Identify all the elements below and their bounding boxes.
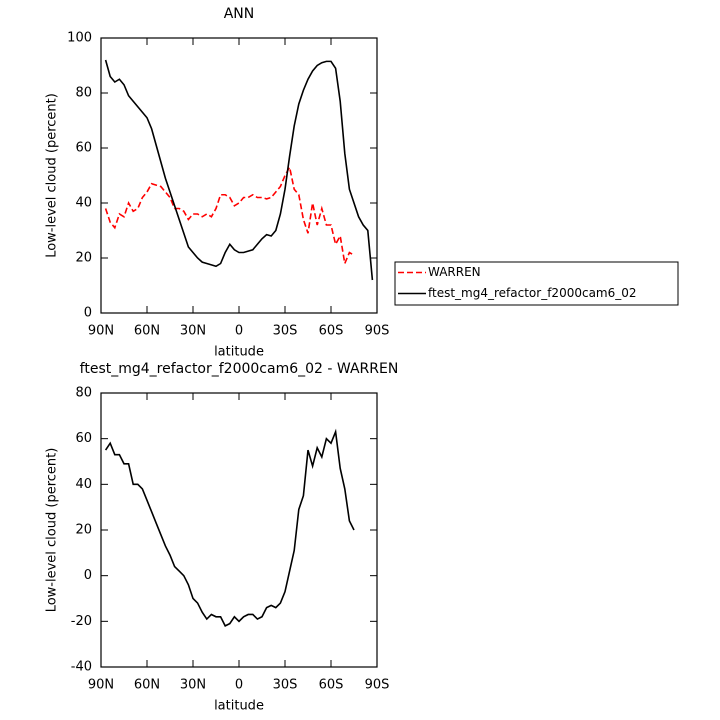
y-tick-label: 0 bbox=[84, 568, 92, 583]
y-tick-label: 100 bbox=[67, 31, 92, 46]
y-tick-label: 0 bbox=[84, 306, 92, 321]
x-axis-label: latitude bbox=[214, 345, 264, 360]
x-tick-label: 60N bbox=[134, 678, 160, 693]
x-tick-label: 30N bbox=[180, 324, 206, 339]
x-tick-label: 30N bbox=[180, 678, 206, 693]
y-tick-label: -20 bbox=[71, 614, 92, 629]
y-tick-label: 40 bbox=[75, 477, 92, 492]
x-tick-label: 60N bbox=[134, 324, 160, 339]
x-tick-label: 90S bbox=[365, 678, 390, 693]
y-tick-label: 60 bbox=[75, 431, 92, 446]
legend-box bbox=[394, 261, 679, 306]
x-tick-label: 90S bbox=[365, 324, 390, 339]
chart-title: ftest_mg4_refactor_f2000cam6_02 - WARREN bbox=[80, 361, 399, 377]
x-tick-label: 60S bbox=[319, 324, 344, 339]
data-line bbox=[104, 59, 374, 281]
plot-frame bbox=[100, 37, 378, 314]
legend-label: WARREN bbox=[428, 265, 481, 279]
x-tick-label: 90N bbox=[88, 678, 114, 693]
x-tick-label: 0 bbox=[235, 678, 243, 693]
y-tick-label: 20 bbox=[75, 523, 92, 538]
x-tick-label: 60S bbox=[319, 678, 344, 693]
y-axis-label: Low-level cloud (percent) bbox=[45, 448, 60, 613]
y-tick-label: 20 bbox=[75, 251, 92, 266]
x-tick-label: 0 bbox=[235, 324, 243, 339]
x-axis-label: latitude bbox=[214, 699, 264, 714]
y-tick-label: 60 bbox=[75, 141, 92, 156]
x-tick-label: 30S bbox=[273, 324, 298, 339]
y-tick-label: -40 bbox=[71, 660, 92, 675]
data-line bbox=[104, 428, 355, 627]
x-tick-label: 90N bbox=[88, 324, 114, 339]
x-tick-label: 30S bbox=[273, 678, 298, 693]
y-tick-label: 40 bbox=[75, 196, 92, 211]
y-axis-label: Low-level cloud (percent) bbox=[45, 93, 60, 258]
y-tick-label: 80 bbox=[75, 86, 92, 101]
chart-title: ANN bbox=[224, 6, 255, 22]
y-tick-label: 80 bbox=[75, 386, 92, 401]
data-line bbox=[104, 164, 355, 267]
legend-label: ftest_mg4_refactor_f2000cam6_02 bbox=[428, 286, 637, 300]
